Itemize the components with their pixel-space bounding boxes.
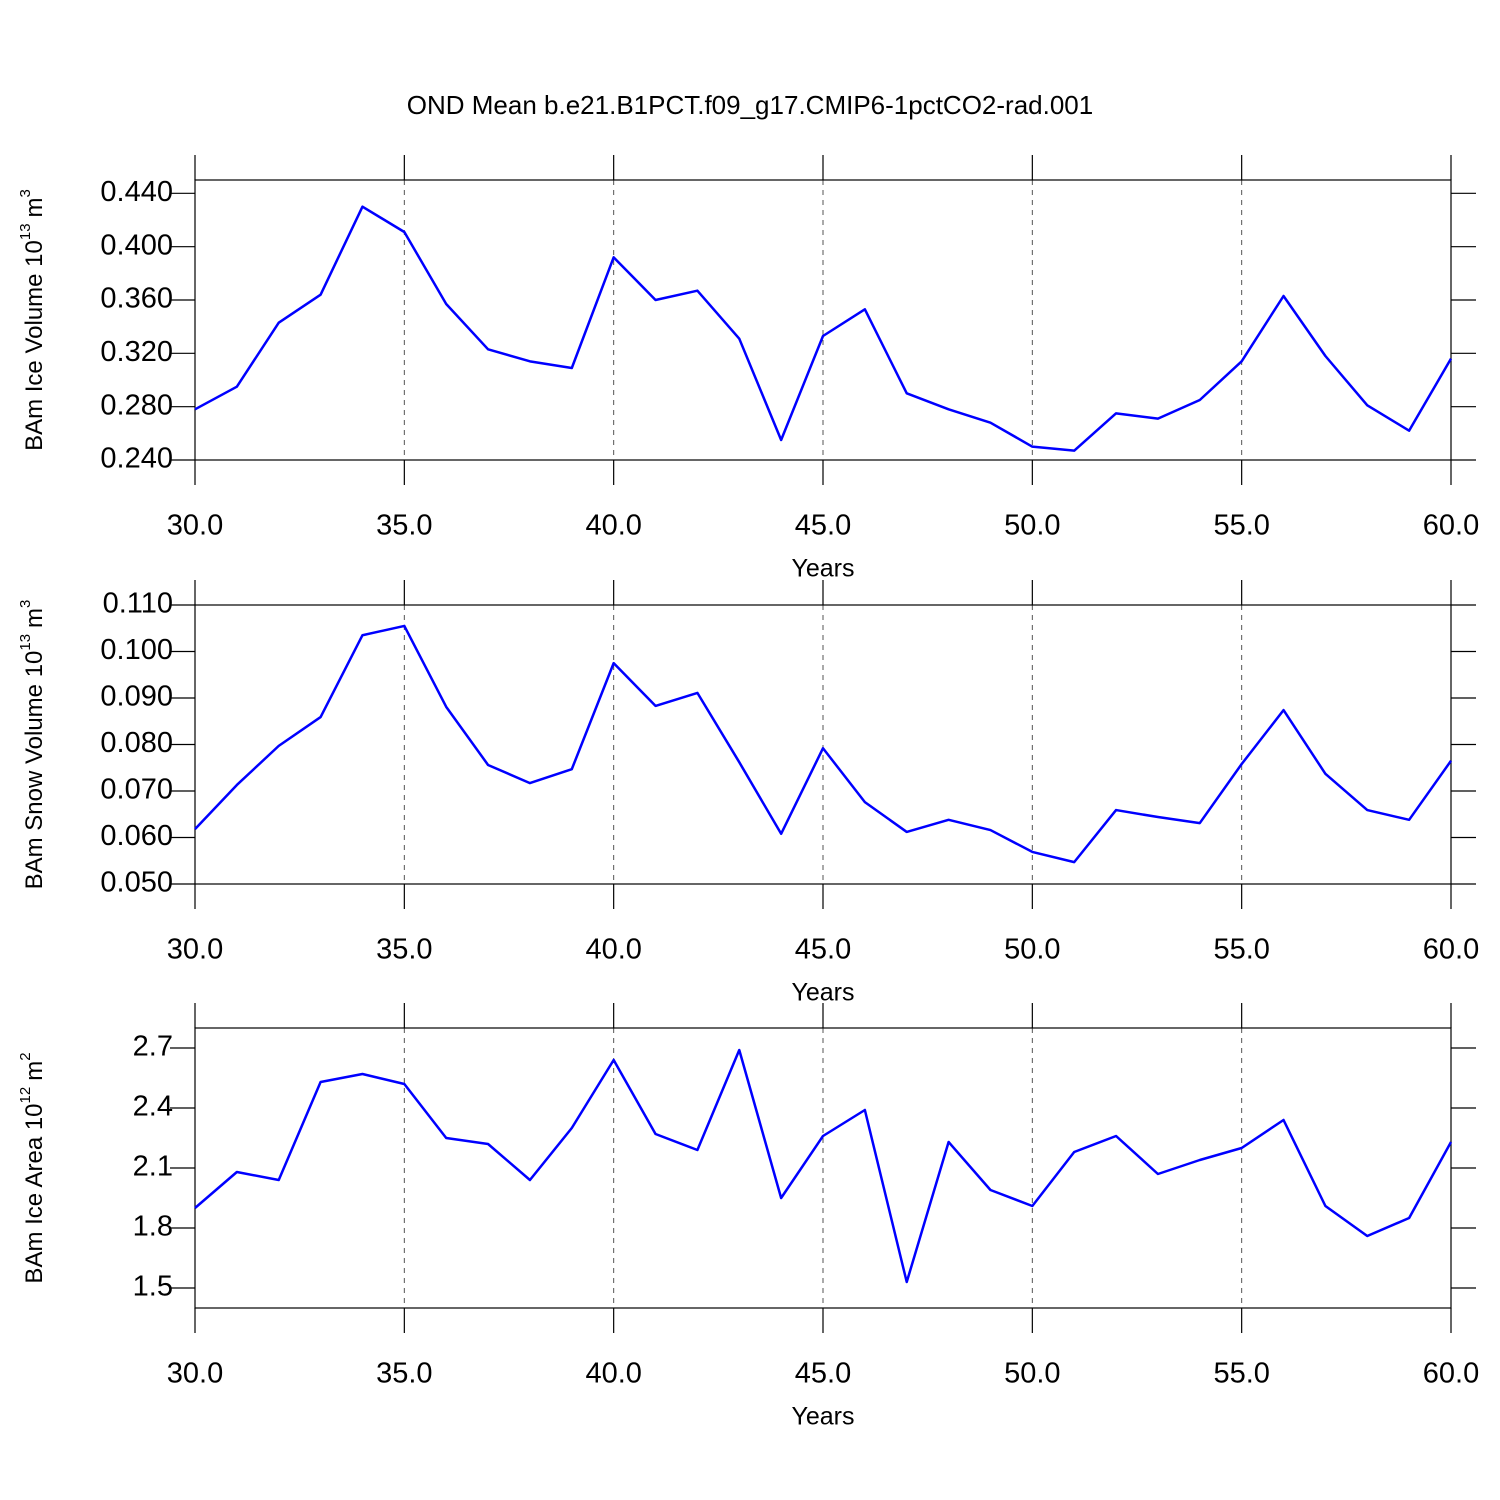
plot-frame: [194, 179, 1452, 461]
y-axis-label-superscript: 13: [17, 223, 34, 240]
y-tick-label: 0.070: [100, 774, 173, 806]
plot-frame: [194, 1027, 1452, 1309]
x-tick-label: 60.0: [1423, 510, 1479, 542]
x-axis-label: Years: [791, 1403, 854, 1431]
y-tick-label: 2.7: [133, 1031, 173, 1063]
x-tick-label: 60.0: [1423, 934, 1479, 966]
y-tick-label: 0.080: [100, 727, 173, 759]
y-axis-label-superscript: 13: [17, 634, 34, 651]
y-axis-label: BAm Ice Volume 1013 m3: [17, 189, 48, 451]
x-tick-label: 45.0: [795, 1358, 851, 1390]
x-tick-label: 50.0: [1004, 934, 1060, 966]
y-tick-label: 0.050: [100, 867, 173, 899]
y-axis-label: BAm Snow Volume 1013 m3: [17, 600, 48, 890]
y-axis-label-part: BAm Snow Volume 10: [21, 651, 48, 890]
y-axis-label-part: BAm Ice Area 10: [21, 1103, 48, 1283]
x-tick-label: 60.0: [1423, 1358, 1479, 1390]
y-tick-label: 1.8: [133, 1211, 173, 1243]
x-tick-label: 40.0: [585, 510, 641, 542]
y-tick-label: 2.1: [133, 1151, 173, 1183]
y-tick-label: 0.280: [100, 389, 173, 421]
x-tick-label: 30.0: [167, 1358, 223, 1390]
y-tick-label: 0.060: [100, 820, 173, 852]
y-tick-label: 2.4: [133, 1091, 173, 1123]
y-tick-label: 0.360: [100, 283, 173, 315]
y-tick-label: 0.090: [100, 681, 173, 713]
data-line: [194, 624, 1453, 864]
x-tick-label: 50.0: [1004, 510, 1060, 542]
x-tick-label: 30.0: [167, 510, 223, 542]
x-tick-label: 55.0: [1213, 934, 1269, 966]
data-line: [194, 1048, 1453, 1284]
x-tick-label: 40.0: [585, 934, 641, 966]
y-axis-label-part: m: [21, 608, 48, 628]
y-axis-label: BAm Ice Area 1012 m2: [17, 1052, 48, 1283]
x-tick-label: 40.0: [585, 1358, 641, 1390]
y-axis-label-superscript: 3: [17, 600, 34, 608]
y-tick-label: 1.5: [133, 1271, 173, 1303]
y-tick-label: 0.110: [103, 588, 173, 620]
y-tick-label: 0.240: [100, 443, 173, 475]
y-axis-label-superscript: 2: [17, 1052, 34, 1060]
x-tick-label: 35.0: [376, 510, 432, 542]
x-axis-label: Years: [791, 979, 854, 1007]
y-axis-label-superscript: 3: [17, 189, 34, 197]
x-tick-label: 35.0: [376, 1358, 432, 1390]
x-tick-label: 45.0: [795, 934, 851, 966]
y-axis-label-part: m: [21, 197, 48, 217]
x-axis-label: Years: [791, 555, 854, 583]
x-tick-label: 55.0: [1213, 510, 1269, 542]
x-tick-label: 50.0: [1004, 1358, 1060, 1390]
x-tick-label: 30.0: [167, 934, 223, 966]
y-axis-label-part: m: [21, 1061, 48, 1081]
y-axis-label-part: BAm Ice Volume 10: [21, 240, 48, 451]
y-tick-label: 0.100: [100, 634, 173, 666]
data-line: [194, 205, 1453, 452]
x-tick-label: 35.0: [376, 934, 432, 966]
y-tick-label: 0.400: [100, 229, 173, 261]
y-tick-label: 0.440: [100, 176, 173, 208]
plot-frame: [194, 604, 1452, 885]
y-axis-label-superscript: 12: [17, 1087, 34, 1104]
y-tick-label: 0.320: [100, 336, 173, 368]
chart-title: OND Mean b.e21.B1PCT.f09_g17.CMIP6-1pctC…: [407, 90, 1093, 120]
x-tick-label: 55.0: [1213, 1358, 1269, 1390]
x-tick-label: 45.0: [795, 510, 851, 542]
